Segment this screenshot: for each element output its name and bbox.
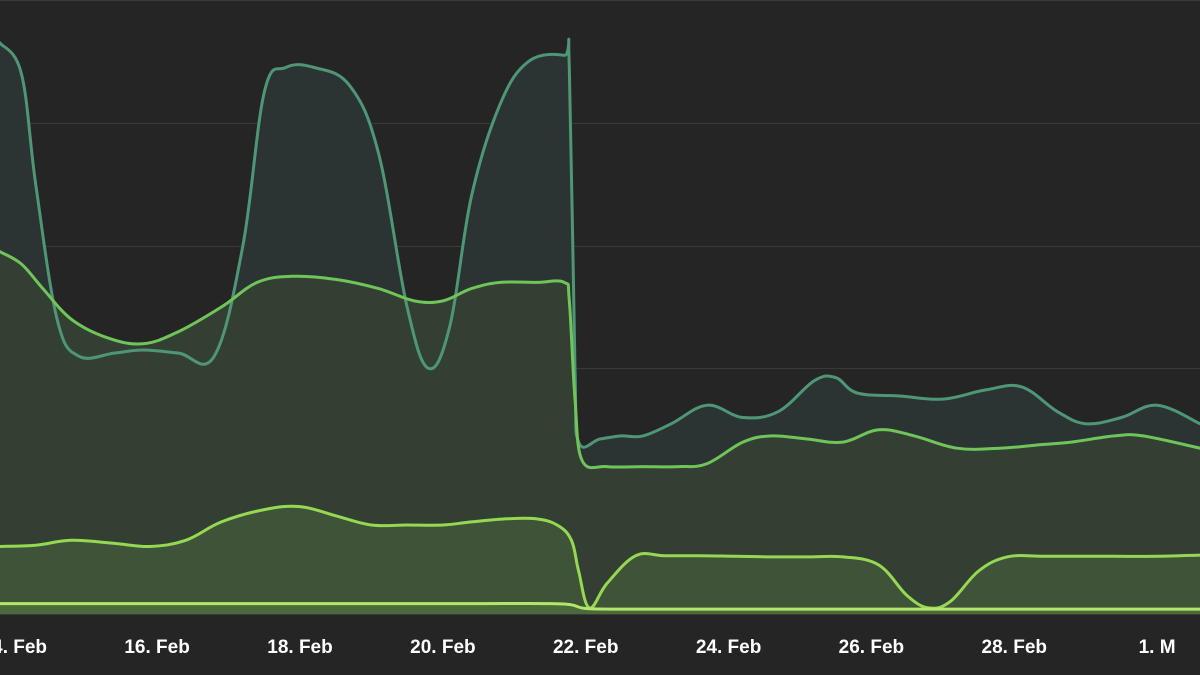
x-tick-label: 1. M — [1139, 637, 1176, 658]
x-tick-label: 28. Feb — [982, 637, 1047, 658]
x-tick-label: 26. Feb — [839, 637, 904, 658]
series-2-area — [0, 506, 1200, 614]
x-tick-label: 14. Feb — [0, 637, 47, 658]
series-areas — [0, 39, 1200, 614]
series-0-line — [0, 37, 1200, 449]
x-tick-label: 20. Feb — [410, 637, 475, 658]
x-tick-label: 24. Feb — [696, 637, 761, 658]
series-3-area — [0, 603, 1200, 614]
x-tick-label: 18. Feb — [267, 637, 332, 658]
series-1-line — [0, 250, 1200, 470]
x-axis: 14. Feb 16. Feb 18. Feb 20. Feb 22. Feb 24. F… — [0, 637, 1176, 658]
x-tick-label: 16. Feb — [124, 637, 189, 658]
x-tick-label: 22. Feb — [553, 637, 618, 658]
series-lines — [0, 37, 1200, 611]
series-3-line — [0, 601, 1200, 611]
